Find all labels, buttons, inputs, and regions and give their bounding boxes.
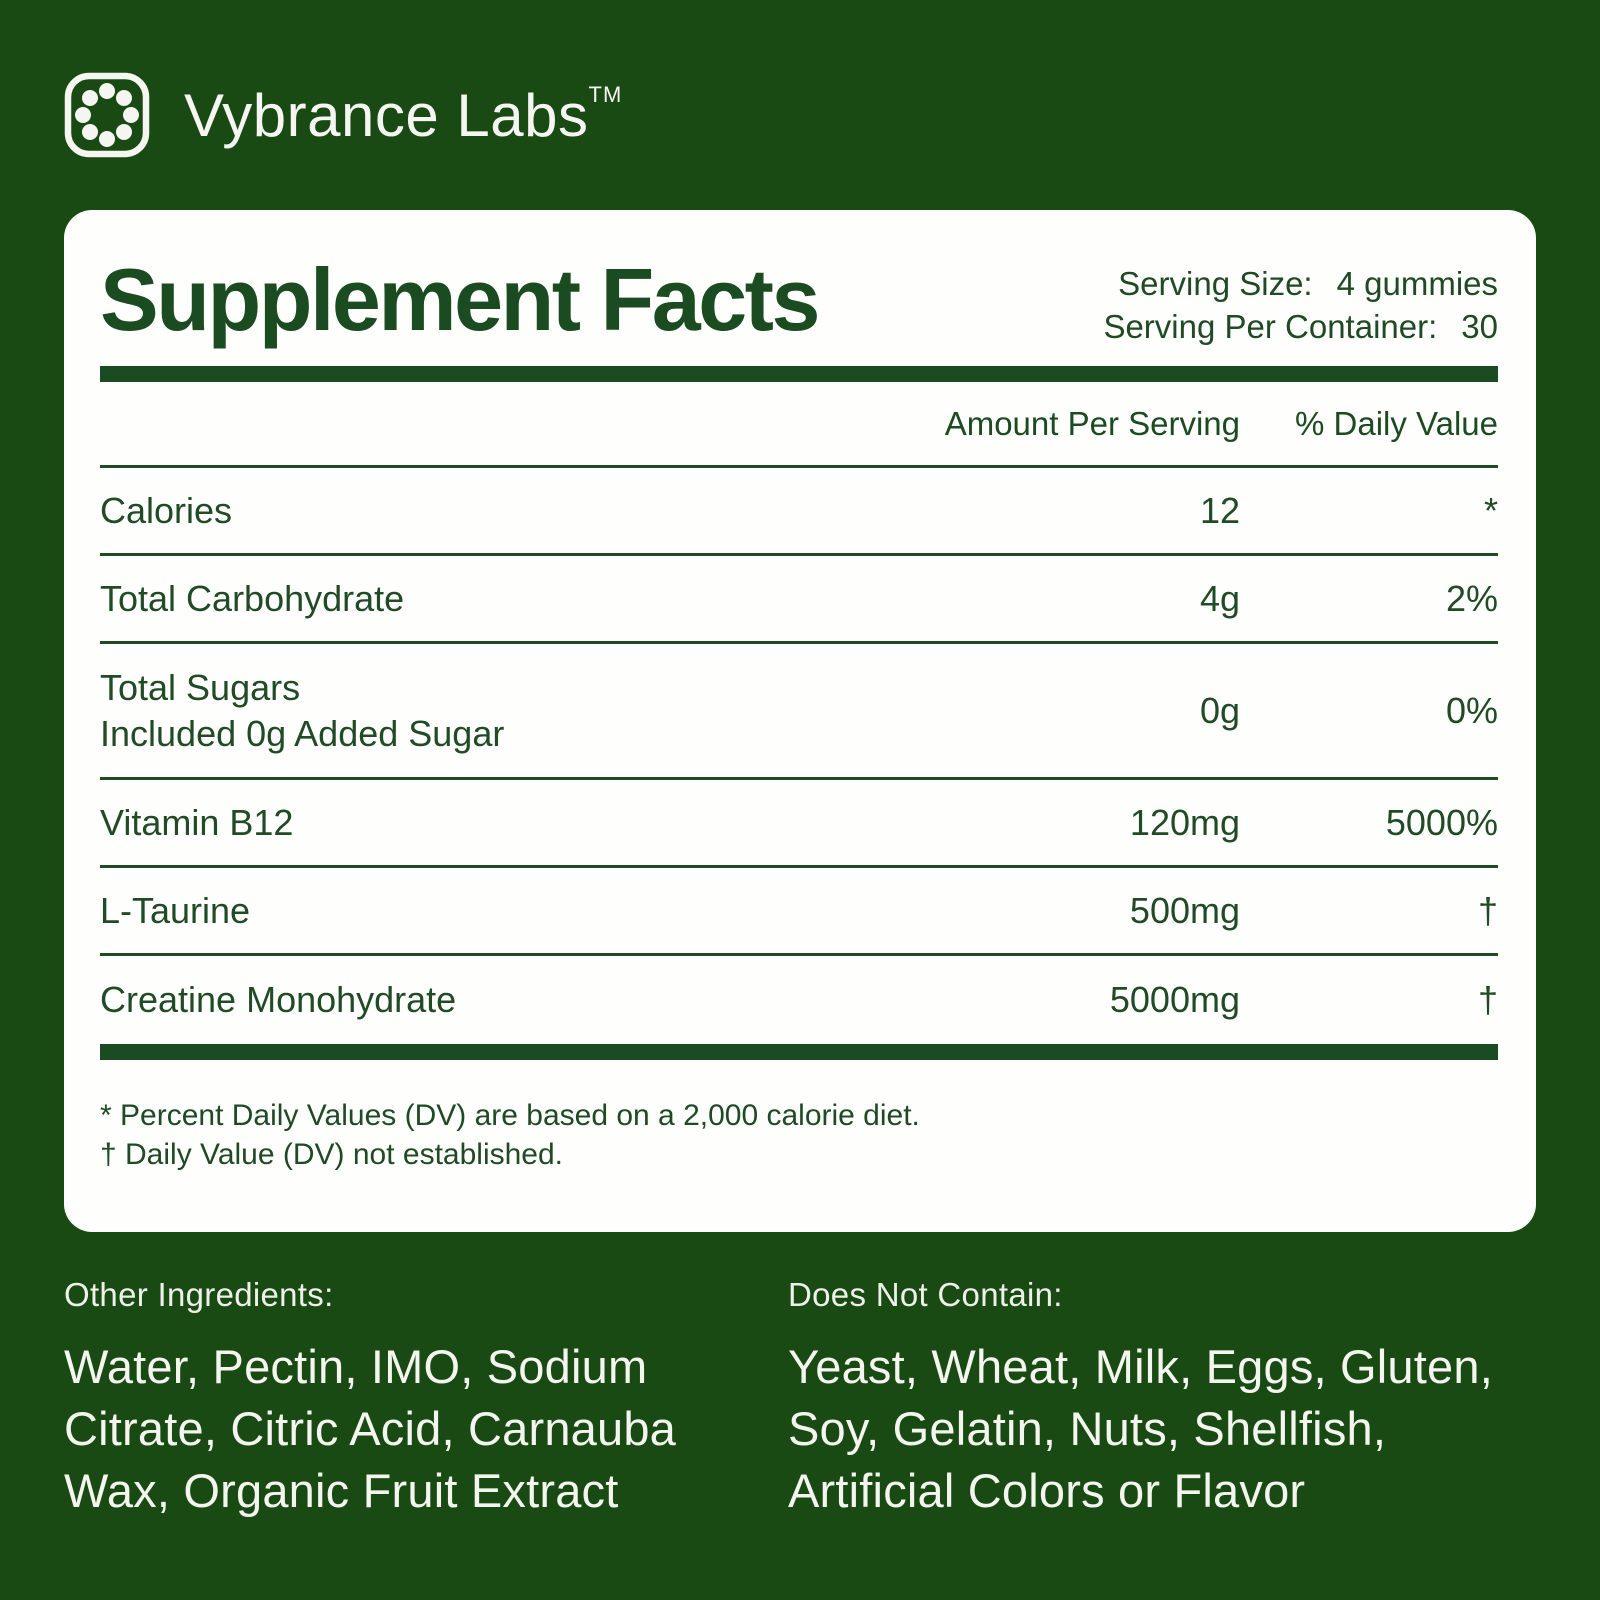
brand-header: Vybrance LabsTM	[64, 72, 622, 158]
nutrient-amount: 120mg	[1129, 801, 1240, 843]
other-ingredients-section: Other Ingredients: Water, Pectin, IMO, S…	[64, 1276, 788, 1522]
nutrient-name: Vitamin B12	[100, 801, 294, 843]
nutrient-name: Total Sugars	[100, 666, 301, 708]
facts-table: Amount Per Serving % Daily Value Calorie…	[100, 382, 1498, 1044]
table-row-calories: Calories 12 *	[100, 468, 1498, 556]
column-header-amount: Amount Per Serving	[944, 404, 1240, 442]
column-header-daily-value: % Daily Value	[1295, 404, 1498, 442]
table-row-total-sugars: Total Sugars Included 0g Added Sugar 0g …	[100, 644, 1498, 780]
nutrient-daily-value: 0%	[1445, 689, 1498, 731]
nutrient-daily-value: *	[1483, 489, 1498, 531]
table-row-total-carbohydrate: Total Carbohydrate 4g 2%	[100, 556, 1498, 644]
serving-size-row: Serving Size: 4 gummies	[1103, 262, 1498, 305]
nutrient-amount: 500mg	[1129, 889, 1240, 931]
nutrient-daily-value: †	[1477, 889, 1498, 931]
table-row-creatine-monohydrate: Creatine Monohydrate 5000mg †	[100, 956, 1498, 1044]
divider-bar-bottom	[100, 1044, 1498, 1060]
panel-title: Supplement Facts	[100, 250, 820, 349]
nutrient-name: Creatine Monohydrate	[100, 979, 457, 1020]
trademark-symbol: TM	[588, 82, 623, 107]
serving-size-label: Serving Size:	[1118, 265, 1313, 302]
table-header-row: Amount Per Serving % Daily Value	[100, 382, 1498, 468]
table-row-l-taurine: L-Taurine 500mg †	[100, 868, 1498, 956]
servings-per-container-label: Serving Per Container:	[1103, 308, 1438, 345]
footnote-dv-not-established: † Daily Value (DV) not established.	[100, 1138, 564, 1171]
serving-info: Serving Size: 4 gummies Serving Per Cont…	[1103, 262, 1498, 348]
footnotes: * Percent Daily Values (DV) are based on…	[100, 1096, 1498, 1174]
does-not-contain-text: Yeast, Wheat, Milk, Eggs, Gluten, Soy, G…	[788, 1340, 1493, 1517]
supplement-facts-panel: Supplement Facts Serving Size: 4 gummies…	[64, 210, 1536, 1232]
nutrient-name: Calories	[100, 489, 233, 531]
brand-name: Vybrance LabsTM	[184, 82, 623, 149]
divider-bar-top	[100, 366, 1498, 382]
nutrient-amount: 12	[1199, 489, 1240, 531]
does-not-contain-section: Does Not Contain: Yeast, Wheat, Milk, Eg…	[788, 1276, 1536, 1522]
panel-header: Supplement Facts Serving Size: 4 gummies…	[100, 254, 1498, 348]
nutrient-amount: 0g	[1199, 689, 1240, 731]
bottom-section: Other Ingredients: Water, Pectin, IMO, S…	[64, 1276, 1536, 1522]
other-ingredients-heading: Other Ingredients:	[64, 1276, 334, 1313]
other-ingredients-text: Water, Pectin, IMO, Sodium Citrate, Citr…	[64, 1340, 677, 1517]
footnote-daily-values: * Percent Daily Values (DV) are based on…	[100, 1099, 920, 1132]
nutrient-daily-value: 2%	[1445, 577, 1498, 619]
nutrient-amount: 5000mg	[1109, 979, 1240, 1020]
table-row-vitamin-b12: Vitamin B12 120mg 5000%	[100, 780, 1498, 868]
nutrient-amount: 4g	[1199, 577, 1240, 619]
nutrient-daily-value: 5000%	[1385, 801, 1498, 843]
brand-logo-icon	[64, 72, 150, 158]
serving-size-value: 4 gummies	[1336, 265, 1498, 302]
nutrient-name-line2: Included 0g Added Sugar	[100, 712, 505, 754]
nutrient-name: L-Taurine	[100, 889, 251, 931]
servings-per-container-value: 30	[1461, 308, 1498, 345]
servings-per-container-row: Serving Per Container: 30	[1103, 305, 1498, 348]
does-not-contain-heading: Does Not Contain:	[788, 1276, 1063, 1313]
nutrient-daily-value: †	[1477, 979, 1498, 1020]
nutrient-name: Total Carbohydrate	[100, 577, 405, 619]
